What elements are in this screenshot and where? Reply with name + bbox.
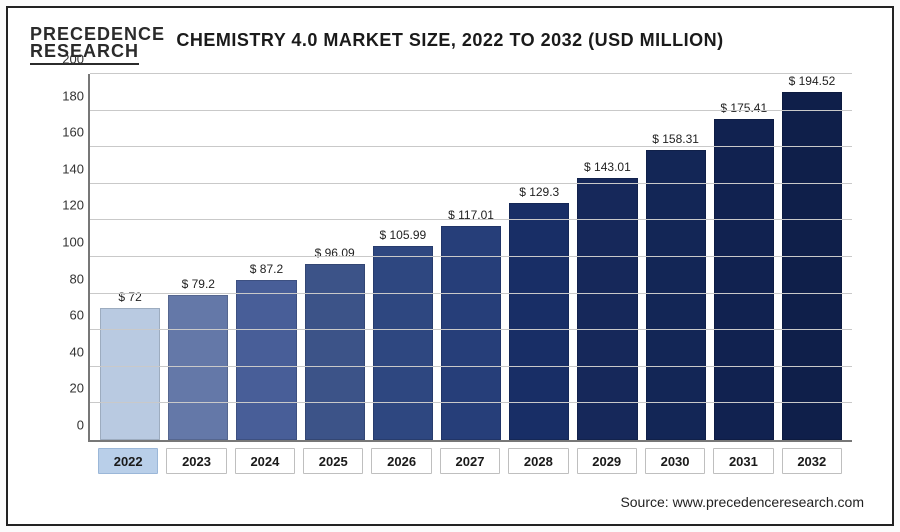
y-tick-label: 0 xyxy=(52,418,84,433)
bar-rect xyxy=(509,203,569,440)
bar-2022: $ 72 xyxy=(96,74,164,440)
source-label: Source: www.precedenceresearch.com xyxy=(620,494,864,510)
grid-line xyxy=(90,256,852,257)
bar-value-label: $ 129.3 xyxy=(519,185,559,199)
bar-rect xyxy=(646,150,706,440)
x-tick-label-2023: 2023 xyxy=(166,448,226,474)
grid-line xyxy=(90,293,852,294)
y-tick-label: 60 xyxy=(52,308,84,323)
grid-line xyxy=(90,73,852,74)
bar-2026: $ 105.99 xyxy=(369,74,437,440)
grid-line xyxy=(90,146,852,147)
grid-line xyxy=(90,219,852,220)
bar-rect xyxy=(714,119,774,440)
y-tick-label: 80 xyxy=(52,271,84,286)
bars-container: $ 72 $ 79.2 $ 87.2 $ 96.09 $ 105.99 $ 117.01 $… xyxy=(90,74,852,440)
bar-2023: $ 79.2 xyxy=(164,74,232,440)
grid-line xyxy=(90,183,852,184)
y-tick-label: 200 xyxy=(52,52,84,67)
bar-value-label: $ 96.09 xyxy=(315,246,355,260)
bar-2032: $ 194.52 xyxy=(778,74,846,440)
chart-frame: PRECEDENCE RESEARCH CHEMISTRY 4.0 MARKET… xyxy=(6,6,894,526)
grid-line xyxy=(90,366,852,367)
bar-rect xyxy=(100,308,160,440)
bar-value-label: $ 87.2 xyxy=(250,262,283,276)
bar-value-label: $ 79.2 xyxy=(182,277,215,291)
bar-rect xyxy=(236,280,296,440)
y-tick-label: 20 xyxy=(52,381,84,396)
bar-rect xyxy=(577,178,637,440)
bar-rect xyxy=(782,92,842,440)
bar-value-label: $ 105.99 xyxy=(379,228,426,242)
y-tick-label: 100 xyxy=(52,235,84,250)
bar-value-label: $ 175.41 xyxy=(720,101,767,115)
bar-value-label: $ 194.52 xyxy=(789,74,836,88)
x-tick-label-2022: 2022 xyxy=(98,448,158,474)
x-axis: 2022 2023 2024 2025 2026 2027 2028 2029 2030 2031… xyxy=(88,448,852,478)
x-tick-label-2032: 2032 xyxy=(782,448,842,474)
plot-area: $ 72 $ 79.2 $ 87.2 $ 96.09 $ 105.99 $ 117.01 $… xyxy=(88,74,852,442)
grid-line xyxy=(90,402,852,403)
bar-2030: $ 158.31 xyxy=(642,74,710,440)
bar-2029: $ 143.01 xyxy=(573,74,641,440)
x-tick-label-2028: 2028 xyxy=(508,448,568,474)
x-tick-label-2031: 2031 xyxy=(713,448,773,474)
x-tick-label-2024: 2024 xyxy=(235,448,295,474)
bar-2024: $ 87.2 xyxy=(232,74,300,440)
x-tick-label-2026: 2026 xyxy=(371,448,431,474)
bar-2031: $ 175.41 xyxy=(710,74,778,440)
y-tick-label: 180 xyxy=(52,88,84,103)
x-tick-label-2030: 2030 xyxy=(645,448,705,474)
y-tick-label: 40 xyxy=(52,344,84,359)
x-tick-label-2027: 2027 xyxy=(440,448,500,474)
bar-rect xyxy=(373,246,433,440)
bar-rect xyxy=(305,264,365,440)
bar-rect xyxy=(168,295,228,440)
bar-2028: $ 129.3 xyxy=(505,74,573,440)
bar-rect xyxy=(441,226,501,440)
y-tick-label: 160 xyxy=(52,125,84,140)
bar-2027: $ 117.01 xyxy=(437,74,505,440)
x-tick-label-2029: 2029 xyxy=(577,448,637,474)
bar-2025: $ 96.09 xyxy=(301,74,369,440)
y-tick-label: 120 xyxy=(52,198,84,213)
y-tick-label: 140 xyxy=(52,161,84,176)
grid-line xyxy=(90,329,852,330)
grid-line xyxy=(90,110,852,111)
bar-value-label: $ 143.01 xyxy=(584,160,631,174)
bar-value-label: $ 158.31 xyxy=(652,132,699,146)
x-tick-label-2025: 2025 xyxy=(303,448,363,474)
chart-title: CHEMISTRY 4.0 MARKET SIZE, 2022 TO 2032 … xyxy=(8,30,892,51)
